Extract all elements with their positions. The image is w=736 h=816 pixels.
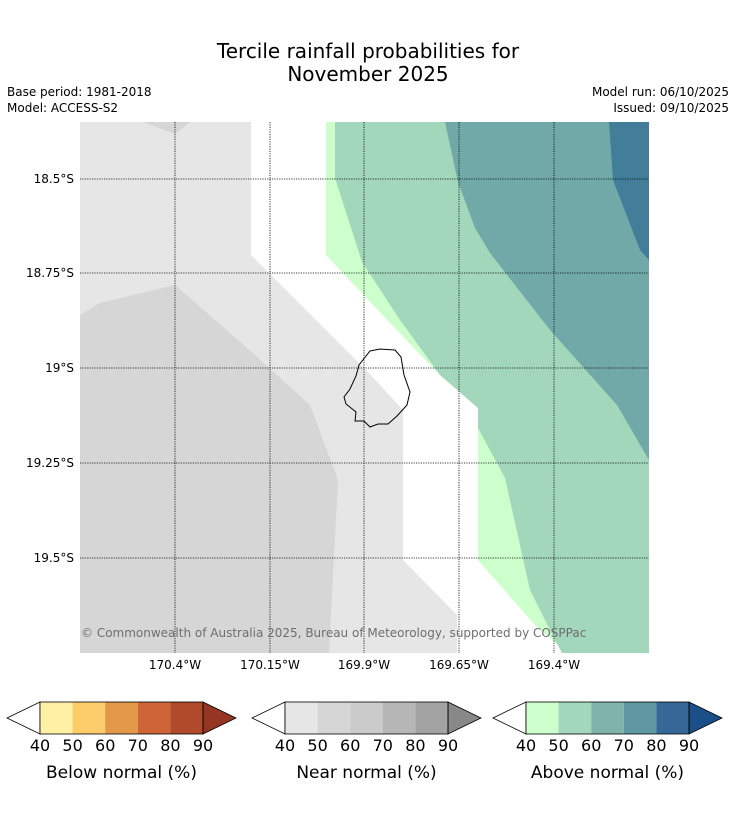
lon-label: 169.9°W (338, 658, 390, 672)
lat-label: 18.75°S (26, 266, 74, 280)
below-normal-under-arrow (6, 701, 41, 735)
near-normal-over-arrow (447, 701, 482, 735)
above-normal-segment (591, 702, 624, 734)
above-normal-tick-label: 50 (548, 736, 568, 755)
near-normal-under-arrow (251, 701, 286, 735)
near-normal-tick-label: 80 (405, 736, 425, 755)
below-normal-over-arrow (202, 701, 237, 735)
near-normal-tick-label: 90 (438, 736, 458, 755)
below-normal-tick-label: 50 (62, 736, 82, 755)
map-area: © Commonwealth of Australia 2025, Bureau… (80, 122, 649, 653)
above-normal-colorbar: 40 50 60 70 80 90 Above normal (%) (492, 701, 723, 783)
above-normal-segment (558, 702, 592, 734)
below-normal-segment (72, 702, 106, 734)
longitude-labels: 170.4°W 170.15°W 169.9°W 169.65°W 169.4°… (149, 658, 580, 672)
below-normal-segment (105, 702, 138, 734)
model-text: Model: ACCESS-S2 (7, 101, 119, 115)
below-normal-tick-label: 90 (193, 736, 213, 755)
above-normal-outline (525, 701, 690, 735)
below-normal-segment (40, 702, 73, 734)
below-normal-segment (137, 702, 171, 734)
above-normal-70-80-region (609, 122, 649, 260)
below-normal-colorbar: 40 50 60 70 80 90 Below normal (%) (6, 701, 237, 783)
meta-left: Base period: 1981-2018 Model: ACCESS-S2 (7, 84, 152, 116)
above-normal-colorbar-label: Above normal (%) (531, 763, 684, 783)
above-normal-tick-label: 60 (581, 736, 601, 755)
near-normal-50-60-region-top (143, 122, 190, 134)
lat-label: 19.5°S (34, 551, 74, 565)
meta-right: Model run: 06/10/2025 Issued: 09/10/2025 (592, 84, 729, 116)
lat-label: 19°S (45, 361, 74, 375)
above-normal-tick-label: 40 (516, 736, 536, 755)
lon-label: 169.65°W (429, 658, 489, 672)
near-normal-tick-label: 70 (373, 736, 393, 755)
base-period-text: Base period: 1981-2018 (7, 85, 152, 99)
near-normal-outline (284, 701, 449, 735)
below-normal-tick-label: 40 (30, 736, 50, 755)
above-normal-tick-label: 80 (646, 736, 666, 755)
model-run-text: Model run: 06/10/2025 (591, 85, 729, 99)
above-normal-tick-label: 70 (614, 736, 634, 755)
lon-label: 170.4°W (149, 658, 201, 672)
issued-text: Issued: 09/10/2025 (613, 101, 729, 115)
above-normal-60-70-region (445, 122, 649, 460)
lat-label: 19.25°S (26, 456, 74, 470)
above-normal-under-arrow (492, 701, 527, 735)
near-normal-segment (415, 702, 448, 734)
above-normal-segment (656, 702, 689, 734)
above-normal-over-arrow (688, 701, 723, 735)
below-normal-outline (39, 701, 204, 735)
near-normal-segment (382, 702, 416, 734)
island-coastline (343, 348, 411, 428)
near-normal-tick-label: 50 (307, 736, 327, 755)
below-normal-tick-label: 70 (128, 736, 148, 755)
copyright-notice: © Commonwealth of Australia 2025, Bureau… (81, 626, 586, 640)
latitude-labels: 18.5°S 18.75°S 19°S 19.25°S 19.5°S (26, 172, 74, 565)
below-normal-segment (170, 702, 203, 734)
above-normal-segment (623, 702, 657, 734)
near-normal-segment (350, 702, 383, 734)
lon-label: 169.4°W (528, 658, 580, 672)
map-title-line2: November 2025 (287, 62, 449, 86)
near-normal-tick-label: 40 (275, 736, 295, 755)
below-normal-colorbar-label: Below normal (%) (46, 763, 197, 783)
near-normal-tick-label: 60 (340, 736, 360, 755)
above-normal-segment (526, 702, 559, 734)
gridlines (80, 122, 649, 653)
lat-label: 18.5°S (34, 172, 74, 186)
colorbar-legends: 40 50 60 70 80 90 Below normal (%) 40 50 60 70 80 90… (6, 701, 723, 783)
below-normal-tick-label: 80 (160, 736, 180, 755)
near-normal-segment (317, 702, 351, 734)
below-normal-tick-label: 60 (95, 736, 115, 755)
above-normal-tick-label: 90 (679, 736, 699, 755)
near-normal-segment (285, 702, 318, 734)
near-normal-50-60-region (80, 285, 338, 653)
lon-label: 170.15°W (240, 658, 300, 672)
map-title-line1: Tercile rainfall probabilities for (216, 39, 520, 63)
near-normal-colorbar-label: Near normal (%) (296, 763, 436, 783)
